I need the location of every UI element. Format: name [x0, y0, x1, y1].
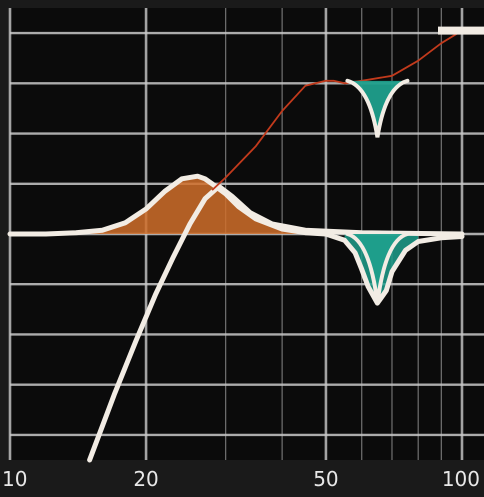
x-tick-label: 50 [313, 467, 338, 491]
curves [7, 29, 465, 463]
link-end-handle [438, 26, 484, 35]
x-tick-label: 10 [2, 467, 27, 491]
high-pass-curve [87, 183, 465, 463]
cut-notch-upper-outline [345, 78, 410, 138]
band-link-line [211, 29, 463, 191]
band-markers [345, 26, 484, 304]
cut-notch-lower-outline [345, 232, 410, 304]
x-tick-label: 100 [442, 467, 480, 491]
x-tick-labels: 10 20 50 100 [2, 467, 480, 491]
cut-notch-lower-marker [347, 234, 408, 304]
x-tick-label: 20 [133, 467, 158, 491]
cut-notch-upper-marker [347, 80, 408, 138]
